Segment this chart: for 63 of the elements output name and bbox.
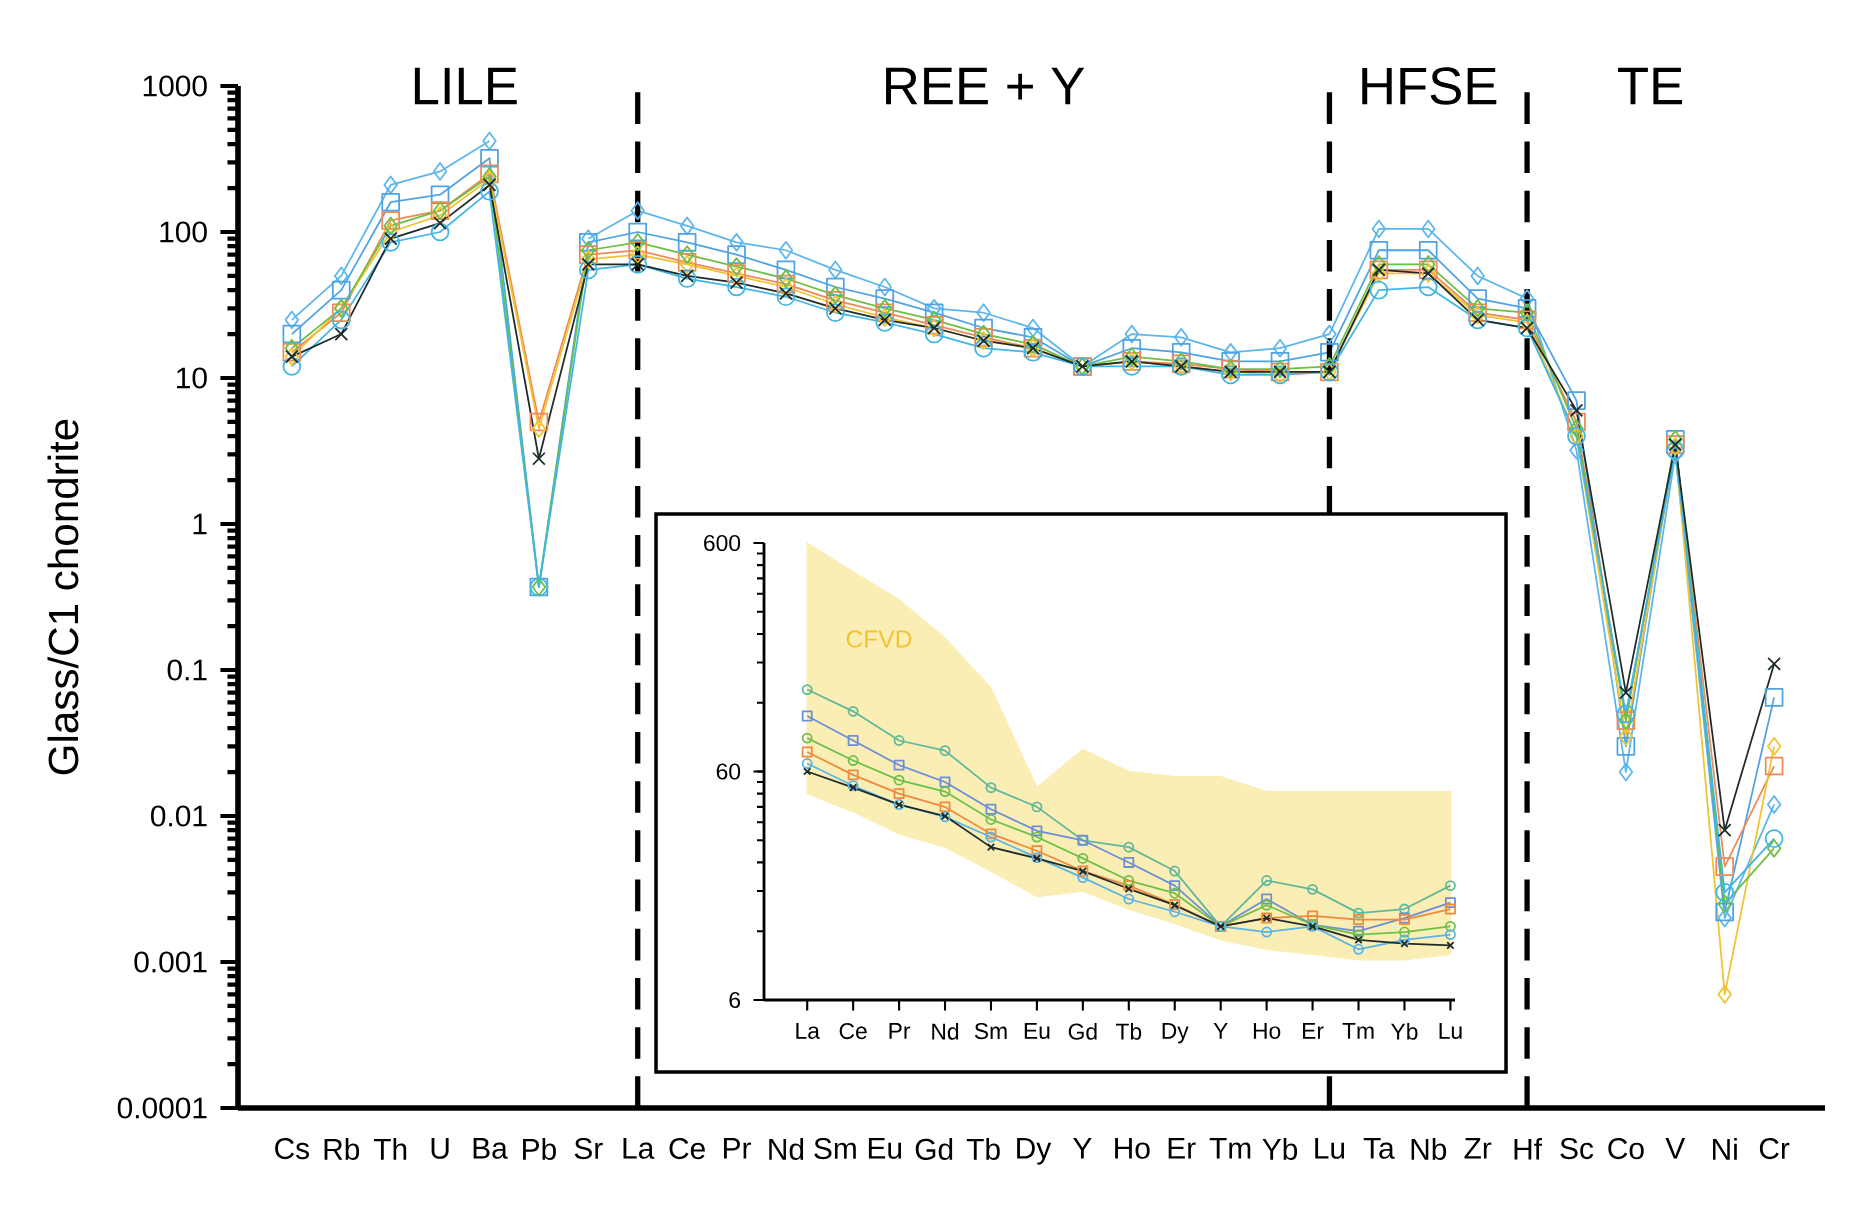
annotation: CFVD bbox=[846, 630, 912, 648]
x-tick-label: Gd bbox=[1068, 1022, 1097, 1040]
x-tick-label: Nd bbox=[932, 1022, 959, 1040]
y-axis-title: Glass/C1 chondrite bbox=[47, 419, 79, 775]
x-tick-label: Sr bbox=[574, 1138, 603, 1160]
x-tick-label: Y bbox=[1213, 1022, 1228, 1039]
annotation: HFSE bbox=[1362, 67, 1497, 105]
x-tick-label: Dy bbox=[1017, 1137, 1052, 1165]
annotation: LILE bbox=[414, 67, 517, 105]
x-tick-label: Tb bbox=[966, 1137, 1000, 1160]
annotation: REE + Y bbox=[886, 67, 1085, 105]
x-tick-label: Tm bbox=[1342, 1022, 1374, 1039]
y-tick-label: 600 bbox=[704, 534, 741, 552]
x-tick-label: Eu bbox=[868, 1137, 902, 1159]
x-tick-label: Ho bbox=[1253, 1022, 1281, 1039]
x-tick-label: Er bbox=[1168, 1137, 1196, 1159]
y-tick-label: 0.001 bbox=[134, 951, 207, 973]
x-tick-label: Lu bbox=[1315, 1137, 1345, 1159]
x-tick-label: Nd bbox=[769, 1137, 804, 1160]
x-tick-label: Lu bbox=[1439, 1022, 1462, 1039]
x-tick-label: Pb bbox=[523, 1137, 556, 1160]
x-tick-label: Eu bbox=[1024, 1022, 1050, 1039]
x-tick-label: Th bbox=[373, 1137, 407, 1160]
x-tick-label: Pr bbox=[889, 1022, 911, 1039]
x-tick-label: Gd bbox=[915, 1137, 953, 1160]
x-tick-label: U bbox=[431, 1137, 449, 1159]
x-tick-label: Y bbox=[1073, 1137, 1092, 1159]
x-tick-label: Co bbox=[1608, 1138, 1644, 1160]
x-tick-label: Yb bbox=[1391, 1022, 1418, 1040]
y-tick-label: 0.01 bbox=[151, 805, 207, 827]
annotation: TE bbox=[1618, 67, 1683, 105]
x-tick-label: Tb bbox=[1115, 1022, 1142, 1040]
y-tick-label: 1000 bbox=[143, 75, 207, 97]
y-tick-label: 60 bbox=[716, 763, 741, 780]
x-tick-label: Sm bbox=[974, 1022, 1007, 1040]
x-tick-label: Ce bbox=[839, 1022, 867, 1040]
y-tick-label: 0.0001 bbox=[117, 1097, 207, 1119]
x-tick-label: V bbox=[1665, 1137, 1686, 1159]
x-tick-label: Ba bbox=[473, 1137, 508, 1159]
x-tick-label: La bbox=[623, 1137, 655, 1159]
x-tick-label: Ce bbox=[669, 1138, 705, 1160]
x-tick-label: Rb bbox=[324, 1137, 360, 1160]
x-tick-label: Yb bbox=[1262, 1137, 1298, 1160]
y-tick-label: 1 bbox=[193, 513, 207, 535]
y-tick-label: 0.1 bbox=[167, 659, 207, 681]
x-tick-label: Dy bbox=[1162, 1022, 1189, 1044]
x-tick-label: Er bbox=[1303, 1022, 1324, 1039]
x-tick-label: Ta bbox=[1363, 1137, 1395, 1159]
x-tick-label: Sc bbox=[1560, 1138, 1594, 1160]
x-tick-label: Pr bbox=[724, 1137, 751, 1159]
x-tick-label: Cr bbox=[1759, 1138, 1790, 1160]
x-tick-label: La bbox=[796, 1022, 820, 1039]
x-tick-label: Nb bbox=[1411, 1137, 1447, 1160]
x-tick-label: Tm bbox=[1209, 1137, 1251, 1159]
y-tick-label: 10 bbox=[177, 367, 207, 389]
x-tick-label: Ni bbox=[1713, 1137, 1737, 1160]
x-tick-label: Zr bbox=[1464, 1137, 1492, 1159]
y-tick-label: 6 bbox=[729, 991, 741, 1009]
y-tick-label: 100 bbox=[160, 221, 207, 243]
x-tick-label: Sm bbox=[814, 1138, 856, 1160]
x-tick-label: Ho bbox=[1115, 1137, 1150, 1159]
x-tick-label: Cs bbox=[275, 1138, 309, 1160]
x-tick-label: Hf bbox=[1514, 1138, 1543, 1160]
